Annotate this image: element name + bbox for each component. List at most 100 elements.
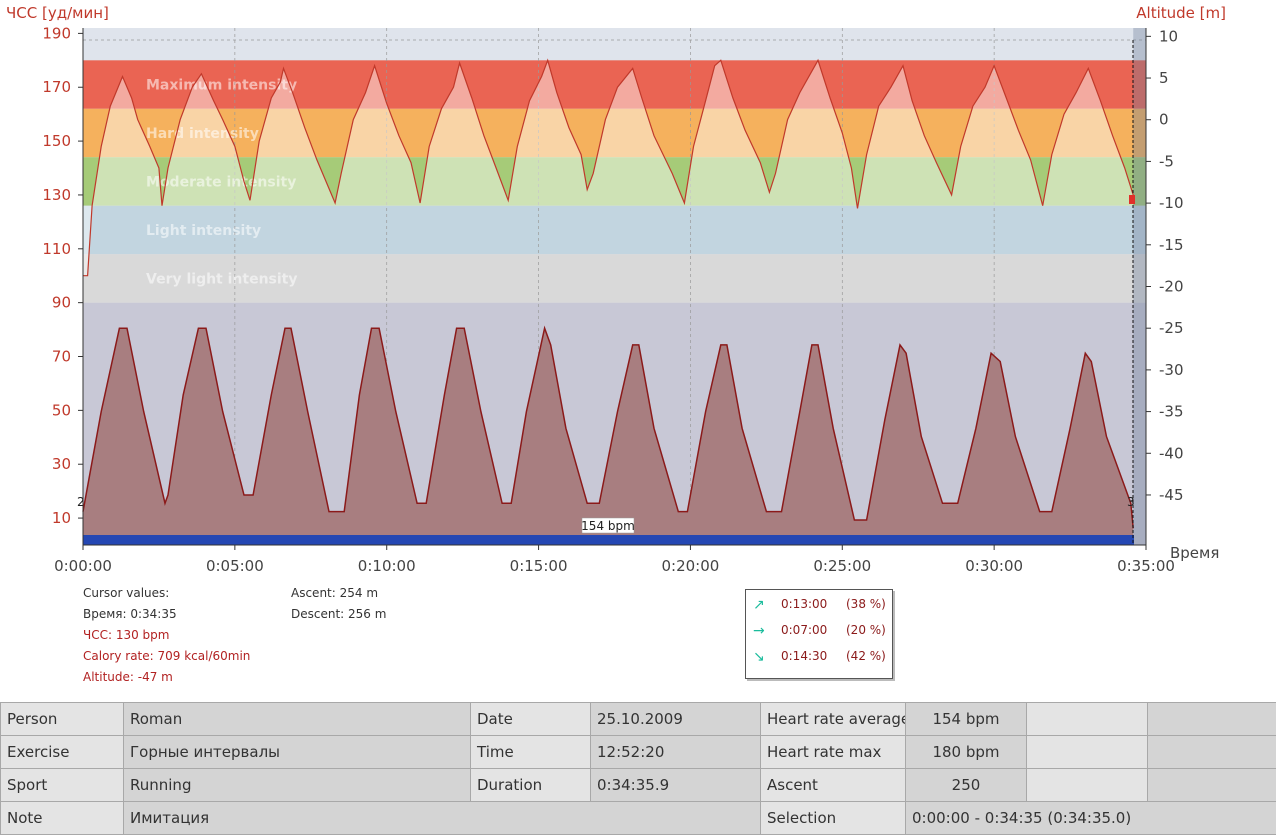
duration-value: 0:34:35.9 (590, 768, 761, 802)
table-row: Note Имитация Selection 0:00:00 - 0:34:3… (0, 801, 1276, 835)
legend-percent: (20 %) (846, 623, 886, 637)
average-bar (83, 535, 1134, 545)
right-tick-label: 0 (1159, 111, 1169, 129)
cursor-hr: ЧСС: 130 bpm (83, 628, 170, 642)
left-tick-label: 50 (52, 401, 71, 419)
sport-label: Sport (0, 768, 124, 802)
left-tick-label: 30 (52, 455, 71, 473)
empty-cell (1147, 702, 1276, 736)
heart-rate-area (83, 58, 1134, 277)
right-tick-label: -35 (1159, 403, 1184, 421)
left-tick-label: 90 (52, 294, 71, 312)
legend-percent: (42 %) (846, 649, 886, 663)
cursor-values: Cursor values: Время: 0:34:35 ЧСС: 130 b… (83, 583, 250, 688)
exercise-value: Горные интервалы (123, 735, 471, 769)
x-axis-title: Время (1170, 544, 1219, 562)
time-label: Time (470, 735, 591, 769)
hr-max-label: Heart rate max (760, 735, 906, 769)
time-value: 12:52:20 (590, 735, 761, 769)
average-label-bg (581, 517, 635, 534)
left-tick-label: 190 (42, 24, 71, 42)
legend-row-uphill: ↗ 0:13:00 (38 %) (746, 597, 892, 617)
right-tick-label: -45 (1159, 486, 1184, 504)
chart-grid (83, 28, 1146, 545)
zone-band (83, 254, 1146, 303)
heart-rate-line (83, 58, 1134, 277)
empty-cell (1147, 768, 1276, 802)
average-label-box: 154 bpm (581, 517, 635, 534)
date-value: 25.10.2009 (590, 702, 761, 736)
slope-legend: ↗ 0:13:00 (38 %) → 0:07:00 (20 %) ↘ 0:14… (745, 589, 893, 679)
ascent-label: Ascent (760, 768, 906, 802)
table-row: Sport Running Duration 0:34:35.9 Ascent … (0, 768, 1276, 802)
altitude-area-fill (83, 328, 1134, 545)
left-tick-label: 110 (42, 240, 71, 258)
hr-max-value: 180 bpm (905, 735, 1027, 769)
x-tick-label: 0:15:00 (510, 557, 568, 575)
left-tick-label: 130 (42, 186, 71, 204)
arrow-up-right-icon: ↗ (753, 597, 765, 613)
cursor-altitude: Altitude: -47 m (83, 670, 173, 684)
hr-avg-value: 154 bpm (905, 702, 1027, 736)
empty-cell (1026, 702, 1148, 736)
person-label: Person (0, 702, 124, 736)
descent-value: Descent: 256 m (291, 607, 387, 621)
note-label: Note (0, 801, 124, 835)
right-tick-label: 5 (1159, 69, 1169, 87)
right-tick-label: -25 (1159, 319, 1184, 337)
zone-label: Moderate intensity (146, 174, 296, 190)
heart-rate-area-fill (83, 60, 1134, 276)
zone-label: Maximum intensity (146, 78, 297, 94)
altitude-line (82, 325, 1134, 529)
right-tick-label: -10 (1159, 194, 1184, 212)
x-tick-label: 0:25:00 (813, 557, 871, 575)
left-axis-title: ЧСС [уд/мин] (6, 4, 109, 22)
right-tick-label: 10 (1159, 27, 1178, 45)
zone-label: Very light intensity (146, 271, 298, 287)
left-tick-label: 10 (52, 509, 71, 527)
ascent-value: Ascent: 254 m (291, 586, 379, 600)
note-value: Имитация (123, 801, 761, 835)
legend-time: 0:07:00 (781, 623, 828, 637)
right-tick-label: -5 (1159, 152, 1174, 170)
empty-cell (1147, 735, 1276, 769)
date-label: Date (470, 702, 591, 736)
x-tick-label: 0:10:00 (358, 557, 416, 575)
zone-band (83, 108, 1146, 158)
hr-avg-label: Heart rate average (760, 702, 906, 736)
selection-label: Selection (760, 801, 906, 835)
cursor-title: Cursor values: (83, 586, 170, 600)
x-tick-label: 0:00:00 (54, 557, 112, 575)
ascent-value: 250 (905, 768, 1027, 802)
range-end-marker: 3 (1127, 495, 1135, 509)
exercise-info-table: Person Roman Date 25.10.2009 Heart rate … (0, 702, 1276, 835)
right-tick-label: -40 (1159, 444, 1184, 462)
table-row: Exercise Горные интервалы Time 12:52:20 … (0, 735, 1276, 769)
arrow-right-icon: → (753, 623, 765, 639)
empty-cell (1026, 768, 1148, 802)
range-start-marker: 2 (77, 495, 85, 509)
cursor-calory: Calory rate: 709 kcal/60min (83, 649, 251, 663)
left-tick-label: 170 (42, 78, 71, 96)
cursor-time: Время: 0:34:35 (83, 607, 177, 621)
legend-time: 0:13:00 (781, 597, 828, 611)
x-tick-label: 0:05:00 (206, 557, 264, 575)
right-tick-label: -20 (1159, 278, 1184, 296)
left-tick-label: 150 (42, 132, 71, 150)
left-tick-label: 70 (52, 348, 71, 366)
legend-row-flat: → 0:07:00 (20 %) (746, 623, 892, 643)
empty-cell (1026, 735, 1148, 769)
ascent-descent: Ascent: 254 m Descent: 256 m (291, 583, 386, 625)
right-tick-label: -30 (1159, 361, 1184, 379)
selection-overlay (1133, 28, 1146, 545)
exercise-label: Exercise (0, 735, 124, 769)
x-tick-label: 0:20:00 (662, 557, 720, 575)
legend-row-downhill: ↘ 0:14:30 (42 %) (746, 649, 892, 669)
legend-percent: (38 %) (846, 597, 886, 611)
right-tick-label: -15 (1159, 236, 1184, 254)
zone-band (83, 157, 1146, 206)
person-value: Roman (123, 702, 471, 736)
selection-value: 0:00:00 - 0:34:35 (0:34:35.0) (905, 801, 1276, 835)
